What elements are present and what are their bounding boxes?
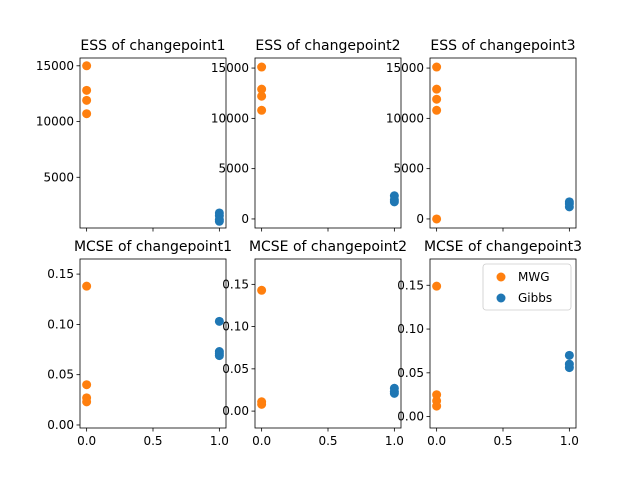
point-mwg: [257, 84, 267, 94]
point-mwg: [257, 91, 267, 101]
point-gibbs: [564, 202, 574, 212]
y-tick-label: 10000: [36, 115, 74, 129]
y-tick-label: 0.05: [47, 368, 74, 382]
axes-frame: [79, 258, 227, 429]
point-gibbs: [214, 351, 224, 361]
y-tick-label: 0.15: [397, 278, 424, 292]
point-mwg: [432, 214, 442, 224]
subplot-3: ESS of changepoint3 0 5000 10000 15000: [386, 38, 577, 232]
legend-marker-gibbs: [496, 293, 506, 303]
legend-marker-mwg: [496, 272, 506, 282]
point-gibbs: [214, 316, 224, 326]
subplot-title: ESS of changepoint2: [255, 38, 400, 54]
x-tick-label: 0.5: [143, 434, 162, 448]
x-tick-label: 0.0: [252, 434, 271, 448]
point-mwg: [257, 285, 267, 295]
point-mwg: [432, 84, 442, 94]
y-tick-label: 10000: [211, 111, 249, 125]
subplot-1: ESS of changepoint1 5000 10000 15000: [36, 38, 227, 232]
point-mwg: [82, 61, 92, 71]
point-gibbs: [389, 197, 399, 207]
y-tick-label: 0.15: [222, 277, 249, 291]
y-tick-label: 0.10: [47, 317, 74, 331]
point-mwg: [432, 281, 442, 291]
axes-frame: [254, 57, 402, 229]
subplot-title: ESS of changepoint1: [80, 38, 225, 54]
point-mwg: [82, 397, 92, 407]
x-tick-label: 0.0: [427, 434, 446, 448]
y-tick-label: 5000: [393, 162, 424, 176]
x-tick-label: 1.0: [560, 434, 579, 448]
y-tick-label: 0.00: [397, 410, 424, 424]
point-mwg: [82, 85, 92, 95]
y-tick-label: 5000: [218, 162, 249, 176]
subplot-5: MCSE of changepoint2 0.00 0.05 0.10 0.15 0.0 0…: [222, 239, 407, 448]
y-tick-label: 0: [416, 212, 424, 226]
point-mwg: [257, 399, 267, 409]
point-mwg: [257, 105, 267, 115]
subplot-4: MCSE of changepoint1 0.00 0.05 0.10 0.15 0.0 0…: [47, 239, 232, 448]
y-tick-label: 0.00: [47, 418, 74, 432]
point-mwg: [82, 95, 92, 105]
subplot-title: ESS of changepoint3: [430, 38, 575, 54]
y-tick-label: 0.10: [397, 322, 424, 336]
point-gibbs: [564, 350, 574, 360]
point-mwg: [82, 109, 92, 119]
y-tick-label: 15000: [36, 59, 74, 73]
subplot-title: MCSE of changepoint1: [74, 239, 232, 255]
x-tick-label: 0.0: [77, 434, 96, 448]
subplot-title: MCSE of changepoint2: [249, 239, 407, 255]
x-tick-label: 1.0: [210, 434, 229, 448]
point-gibbs: [389, 388, 399, 398]
axes-frame: [429, 57, 577, 229]
y-tick-label: 10000: [386, 111, 424, 125]
point-mwg: [432, 94, 442, 104]
legend-label-mwg: MWG: [518, 270, 550, 284]
point-mwg: [432, 62, 442, 72]
x-tick-label: 0.5: [493, 434, 512, 448]
y-tick-label: 0.05: [222, 362, 249, 376]
point-mwg: [432, 401, 442, 411]
legend: MWG Gibbs: [482, 263, 572, 311]
point-mwg: [82, 380, 92, 390]
y-tick-label: 5000: [43, 170, 74, 184]
axes-frame: [79, 57, 227, 229]
y-tick-label: 0.10: [222, 320, 249, 334]
x-tick-label: 1.0: [385, 434, 404, 448]
y-tick-label: 0.05: [397, 366, 424, 380]
point-mwg: [257, 62, 267, 72]
y-tick-label: 15000: [211, 61, 249, 75]
x-tick-label: 0.5: [318, 434, 337, 448]
subplot-2: ESS of changepoint2 0 5000 10000 15000: [211, 38, 402, 232]
subplot-title: MCSE of changepoint3: [424, 239, 582, 255]
y-tick-label: 0: [241, 212, 249, 226]
point-gibbs: [214, 216, 224, 226]
point-mwg: [432, 105, 442, 115]
point-mwg: [82, 281, 92, 291]
y-tick-label: 15000: [386, 61, 424, 75]
legend-label-gibbs: Gibbs: [518, 291, 552, 305]
subplot-6: MCSE of changepoint3 0.00 0.05 0.10 0.15 0.0 0…: [397, 239, 582, 448]
point-gibbs: [564, 363, 574, 373]
axes-frame: [254, 258, 402, 429]
y-tick-label: 0.15: [47, 267, 74, 281]
y-tick-label: 0.00: [222, 404, 249, 418]
